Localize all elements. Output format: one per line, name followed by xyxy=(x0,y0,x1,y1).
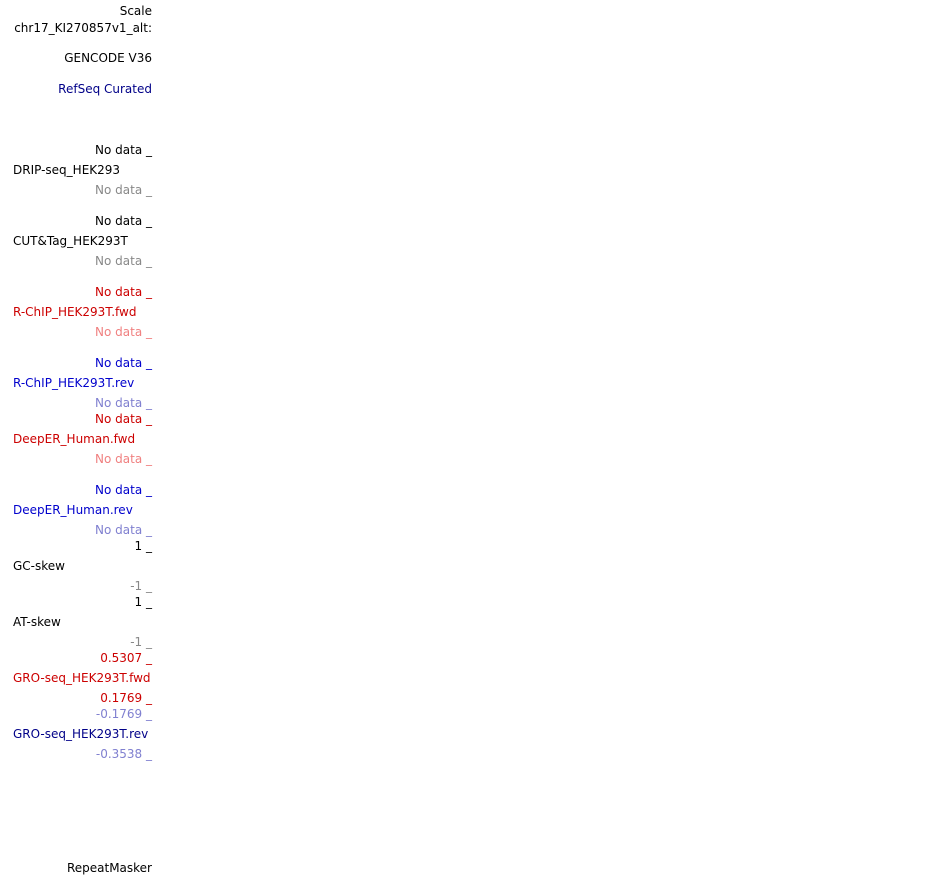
at-skew-bottom-value: -1 _ xyxy=(130,635,152,649)
drip-top-value: No data _ xyxy=(95,143,152,157)
gro-rev-bottom-value: -0.3538 _ xyxy=(95,747,152,761)
deeper-rev-top-value: No data _ xyxy=(95,483,152,497)
gro-fwd-top-value: 0.5307 _ xyxy=(100,651,152,665)
track-label-gro-fwd[interactable]: GRO-seq_HEK293T.fwd xyxy=(13,671,151,685)
cuttag-bottom-value: No data _ xyxy=(95,254,152,268)
gc-skew-bottom-value: -1 _ xyxy=(130,579,152,593)
rchip-fwd-top-value: No data _ xyxy=(95,285,152,299)
track-label-repeatmasker[interactable]: RepeatMasker xyxy=(66,861,152,875)
gro-fwd-bottom-value: 0.1769 _ xyxy=(100,691,152,705)
deeper-fwd-bottom-value: No data _ xyxy=(95,452,152,466)
rchip-rev-bottom-value: No data _ xyxy=(95,396,152,410)
track-label-gc-skew[interactable]: GC-skew xyxy=(13,559,65,573)
track-label-drip[interactable]: DRIP-seq_HEK293 xyxy=(13,163,121,177)
rchip-rev-top-value: No data _ xyxy=(95,356,152,370)
scale-label[interactable]: Scale xyxy=(119,4,152,18)
gro-rev-top-value: -0.1769 _ xyxy=(95,707,152,721)
track-label-cuttag[interactable]: CUT&Tag_HEK293T xyxy=(13,234,128,248)
at-skew-top-value: 1 _ xyxy=(134,595,152,609)
drip-bottom-value: No data _ xyxy=(95,183,152,197)
deeper-rev-bottom-value: No data _ xyxy=(95,523,152,537)
track-label-refseq[interactable]: RefSeq Curated xyxy=(58,82,152,96)
track-label-rchip-rev[interactable]: R-ChIP_HEK293T.rev xyxy=(13,376,135,390)
track-label-deeper-fwd[interactable]: DeepER_Human.fwd xyxy=(13,432,136,446)
deeper-fwd-top-value: No data _ xyxy=(95,412,152,426)
track-label-rchip-fwd[interactable]: R-ChIP_HEK293T.fwd xyxy=(13,305,137,319)
track-label-gro-rev[interactable]: GRO-seq_HEK293T.rev xyxy=(13,727,149,741)
track-label-deeper-rev[interactable]: DeepER_Human.rev xyxy=(13,503,133,517)
rchip-fwd-bottom-value: No data _ xyxy=(95,325,152,339)
gc-skew-top-value: 1 _ xyxy=(134,539,152,553)
track-label-at-skew[interactable]: AT-skew xyxy=(13,615,61,629)
cuttag-top-value: No data _ xyxy=(95,214,152,228)
chromosome-label[interactable]: chr17_KI270857v1_alt: xyxy=(14,21,152,35)
track-label-gencode[interactable]: GENCODE V36 xyxy=(64,51,152,65)
